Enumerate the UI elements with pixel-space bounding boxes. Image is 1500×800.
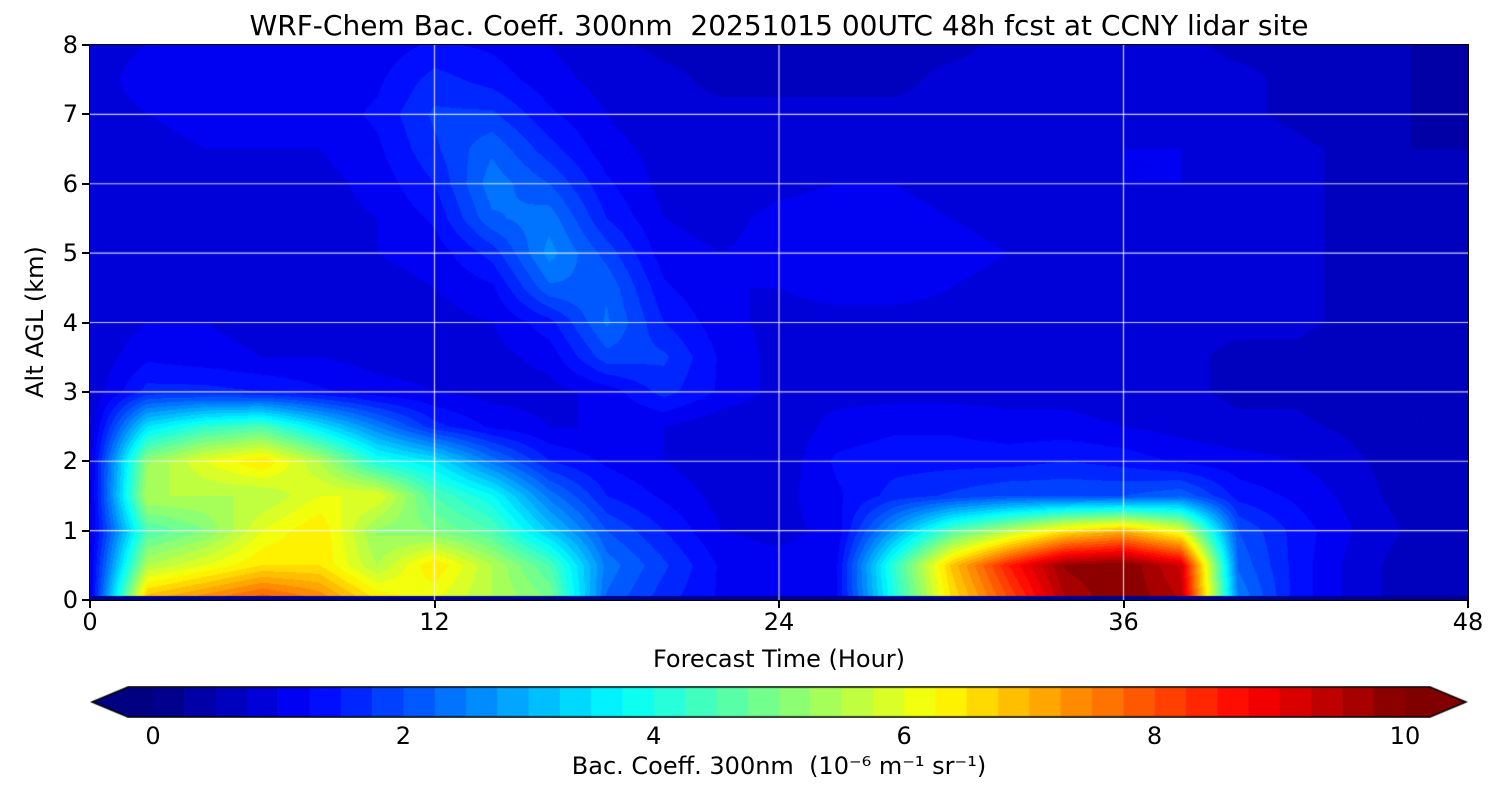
y-tick-mark xyxy=(82,182,89,185)
chart-title: WRF-Chem Bac. Coeff. 300nm 20251015 00UT… xyxy=(249,9,1309,42)
y-tick-label: 4 xyxy=(62,308,78,337)
y-tick-label: 2 xyxy=(62,447,78,476)
y-tick-label: 0 xyxy=(62,586,78,614)
colorbar-tick-label: 4 xyxy=(646,722,662,750)
x-tick-label: 36 xyxy=(1108,608,1139,636)
y-tick-label: 1 xyxy=(62,516,78,545)
colorbar-label: Bac. Coeff. 300nm (10⁻⁶ m⁻¹ sr⁻¹) xyxy=(571,752,987,780)
y-tick-label: 6 xyxy=(62,169,78,198)
x-tick-label: 12 xyxy=(419,608,450,636)
y-tick-mark xyxy=(82,252,89,255)
heatmap-canvas xyxy=(90,45,1468,600)
x-tick-label: 24 xyxy=(763,608,795,636)
x-tick-mark xyxy=(778,601,780,608)
x-axis-label: Forecast Time (Hour) xyxy=(652,645,906,673)
y-tick-mark xyxy=(82,599,89,601)
x-tick-mark xyxy=(1467,601,1469,608)
colorbar-tick-label: 6 xyxy=(896,722,912,750)
y-tick-label: 8 xyxy=(62,31,78,59)
y-axis-label: Alt AGL (km) xyxy=(21,246,49,398)
y-tick-label: 3 xyxy=(62,377,78,406)
y-tick-mark xyxy=(82,390,89,393)
colorbar-tick-label: 0 xyxy=(145,722,161,750)
x-tick-label: 0 xyxy=(82,608,98,636)
y-tick-mark xyxy=(82,460,89,463)
colorbar-tick-label: 8 xyxy=(1146,722,1163,750)
y-tick-mark xyxy=(82,321,89,324)
y-tick-mark xyxy=(82,529,89,532)
x-tick-label: 48 xyxy=(1452,608,1484,636)
y-tick-mark xyxy=(82,44,89,46)
colorbar-tick-label: 10 xyxy=(1389,722,1421,750)
x-tick-mark xyxy=(433,601,436,608)
colorbar-canvas xyxy=(90,686,1468,718)
colorbar-tick-label: 2 xyxy=(395,722,412,750)
y-tick-mark xyxy=(82,113,89,116)
x-tick-mark xyxy=(1122,601,1125,608)
y-tick-label: 7 xyxy=(62,100,78,129)
x-tick-mark xyxy=(89,601,91,608)
y-tick-label: 5 xyxy=(62,239,78,268)
